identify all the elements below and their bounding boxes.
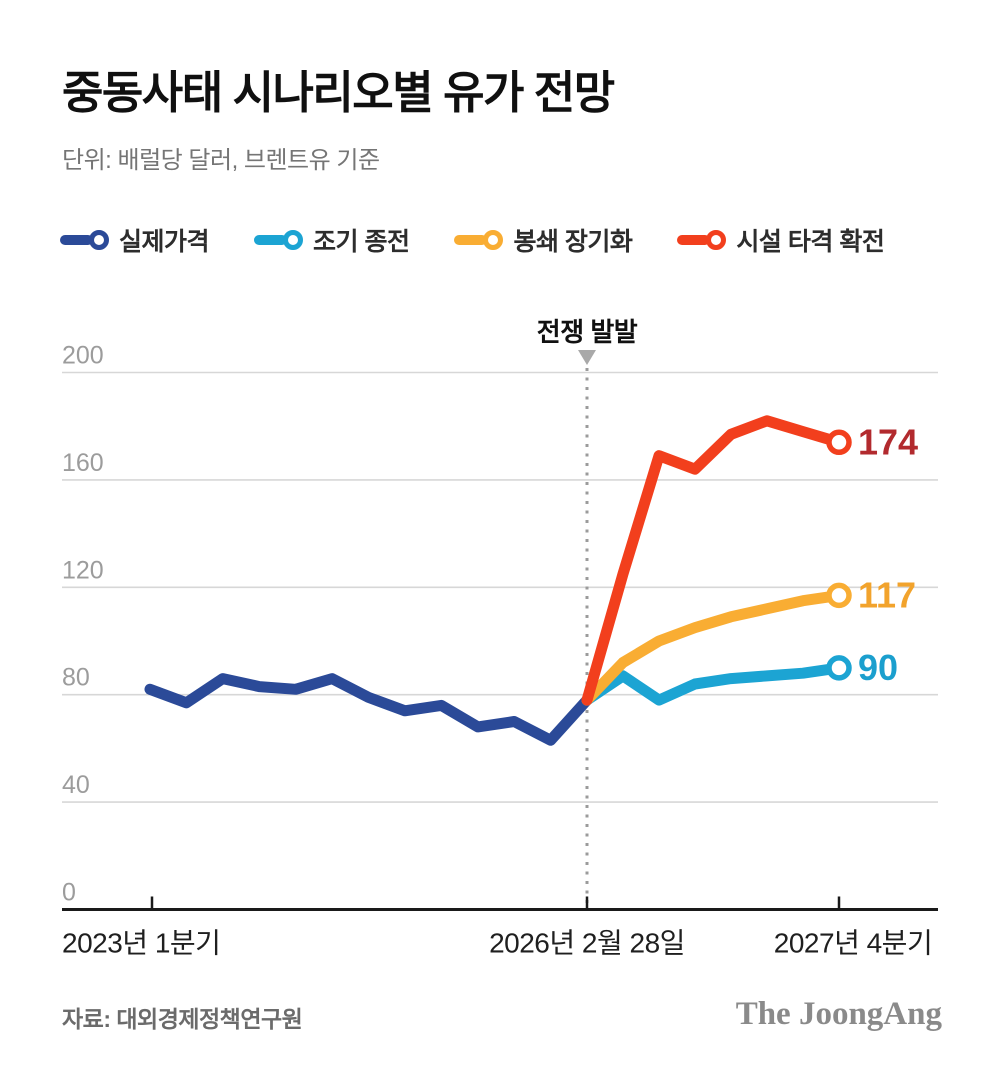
legend-label: 조기 종전 (313, 228, 410, 256)
series-line-prolonged-blockade (581, 589, 845, 706)
legend-item-actual-price: 실제가격 (60, 222, 210, 258)
publisher-logo: The JoongAng (735, 996, 942, 1032)
series-end-value-label-prolonged-blockade: 117 (858, 574, 916, 615)
x-axis-label-1: 2026년 2월 28일 (489, 928, 685, 959)
legend-marker-actual-price-icon (60, 230, 109, 250)
legend-item-prolonged-blockade: 봉쇄 장기화 (454, 222, 633, 258)
series-end-value-label-facility-strike-escalation: 174 (858, 421, 918, 462)
series-end-marker-facility-strike-escalation (826, 429, 852, 456)
y-axis-tick-label: 40 (62, 771, 90, 799)
series-end-marker-prolonged-blockade (826, 582, 852, 609)
chart-legend: 실제가격 조기 종전 봉쇄 장기화 시설 타격 확전 (60, 222, 885, 258)
legend-label: 실제가격 (119, 228, 210, 256)
legend-item-early-ceasefire: 조기 종전 (254, 222, 410, 258)
chart-area: 200 160 120 80 40 0 전쟁 발발 90 117 174 2023년 1분기 2026… (0, 300, 1000, 980)
source-credit: 자료: 대외경제정책연구원 (62, 1006, 303, 1032)
chart-title: 중동사태 시나리오별 유가 전망 (62, 67, 615, 118)
war-marker-triangle-icon (578, 350, 596, 365)
series-line-actual-price (144, 673, 593, 746)
legend-marker-prolonged-blockade-icon (454, 230, 504, 250)
y-axis-tick-label: 0 (62, 879, 76, 907)
y-axis-tick-label: 160 (62, 449, 104, 477)
x-axis-label-0: 2023년 1분기 (62, 928, 220, 959)
legend-marker-facility-strike-escalation-icon (677, 230, 727, 250)
y-axis-tick-label: 120 (62, 556, 104, 584)
series-end-marker-early-ceasefire (826, 655, 852, 681)
series-line-early-ceasefire (581, 662, 845, 706)
y-axis-tick-label: 80 (62, 664, 90, 692)
line-chart: 200 160 120 80 40 0 전쟁 발발 90 117 174 2023년 1분기 2026… (62, 317, 938, 959)
legend-label: 시설 타격 확전 (736, 228, 885, 256)
chart-unit-subtitle: 단위: 배럴당 달러, 브렌트유 기준 (62, 147, 380, 174)
y-axis-tick-label: 200 (62, 342, 104, 370)
series-line-facility-strike-escalation (581, 415, 845, 706)
legend-label: 봉쇄 장기화 (513, 228, 633, 256)
x-axis-label-2: 2027년 4분기 (774, 928, 932, 959)
war-annotation-label: 전쟁 발발 (537, 317, 638, 347)
legend-item-facility-strike-escalation: 시설 타격 확전 (677, 222, 885, 258)
series-end-value-label-early-ceasefire: 90 (858, 647, 898, 688)
legend-marker-early-ceasefire-icon (254, 230, 304, 250)
